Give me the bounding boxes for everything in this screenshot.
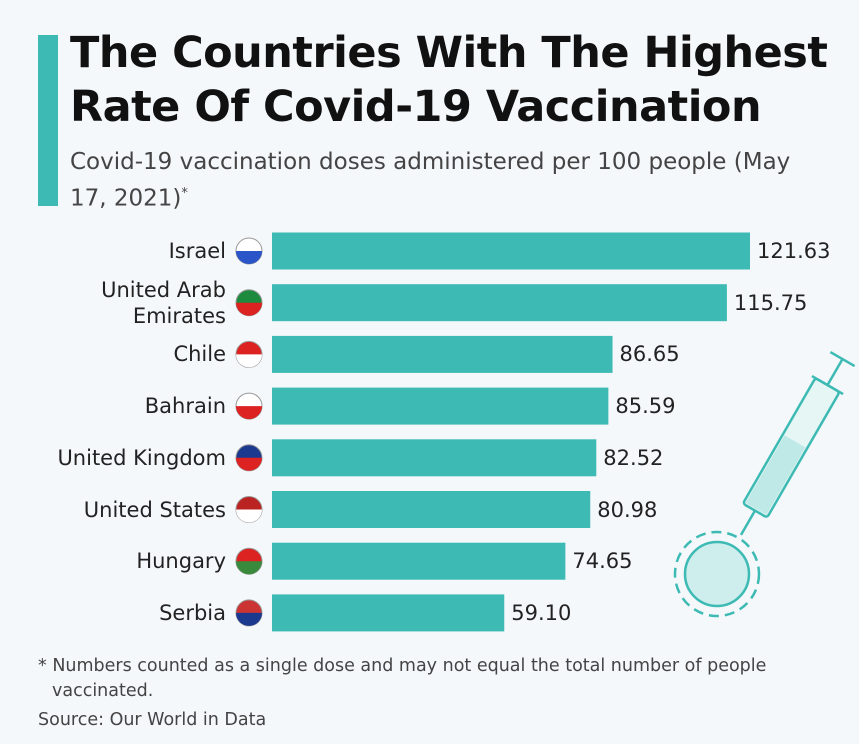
category-label: United Kingdom	[57, 445, 226, 470]
value-label: 80.98	[597, 497, 658, 522]
value-label: 86.65	[619, 342, 680, 367]
bar	[272, 232, 750, 270]
flag-icon-detail	[236, 302, 262, 316]
value-label: 74.65	[572, 549, 633, 574]
flag-icon-detail	[236, 406, 262, 420]
flag-icon-detail	[236, 561, 262, 575]
value-label: 85.59	[615, 394, 676, 419]
source: Source: Our World in Data	[38, 710, 267, 730]
bar	[272, 439, 597, 477]
footnote: * Numbers counted as a single dose and m…	[38, 656, 767, 701]
category-label: Hungary	[136, 549, 226, 574]
accent-bar	[38, 35, 58, 206]
category-label: Serbia	[159, 600, 226, 625]
flag-icon-detail	[236, 612, 262, 626]
value-label: 115.75	[733, 290, 808, 315]
bar	[272, 594, 505, 632]
category-label: Israel	[168, 239, 226, 263]
category-label: United States	[83, 497, 226, 522]
category-label: United Arab Emirates	[101, 277, 226, 328]
chart-title: The Countries With The Highest Rate Of C…	[70, 28, 828, 132]
subtitle-text: Covid-19 vaccination doses administered …	[70, 149, 791, 212]
category-label: Bahrain	[144, 394, 226, 419]
bar	[272, 335, 613, 373]
category-label: Chile	[173, 342, 226, 367]
bar	[272, 284, 727, 322]
flag-icon-detail	[236, 457, 262, 471]
value-label: 121.63	[757, 239, 831, 263]
bar	[272, 387, 609, 425]
subtitle-marker: *	[181, 186, 188, 201]
flag-icon-detail	[236, 251, 262, 264]
flag-icon-detail	[236, 354, 262, 368]
bar	[272, 491, 591, 528]
value-label: 82.52	[603, 445, 664, 470]
bar	[272, 542, 566, 580]
syringe-illustration	[673, 350, 856, 618]
chart-subtitle: Covid-19 vaccination doses administered …	[70, 146, 810, 215]
value-label: 59.10	[511, 600, 572, 625]
flag-icon-detail	[236, 509, 262, 523]
